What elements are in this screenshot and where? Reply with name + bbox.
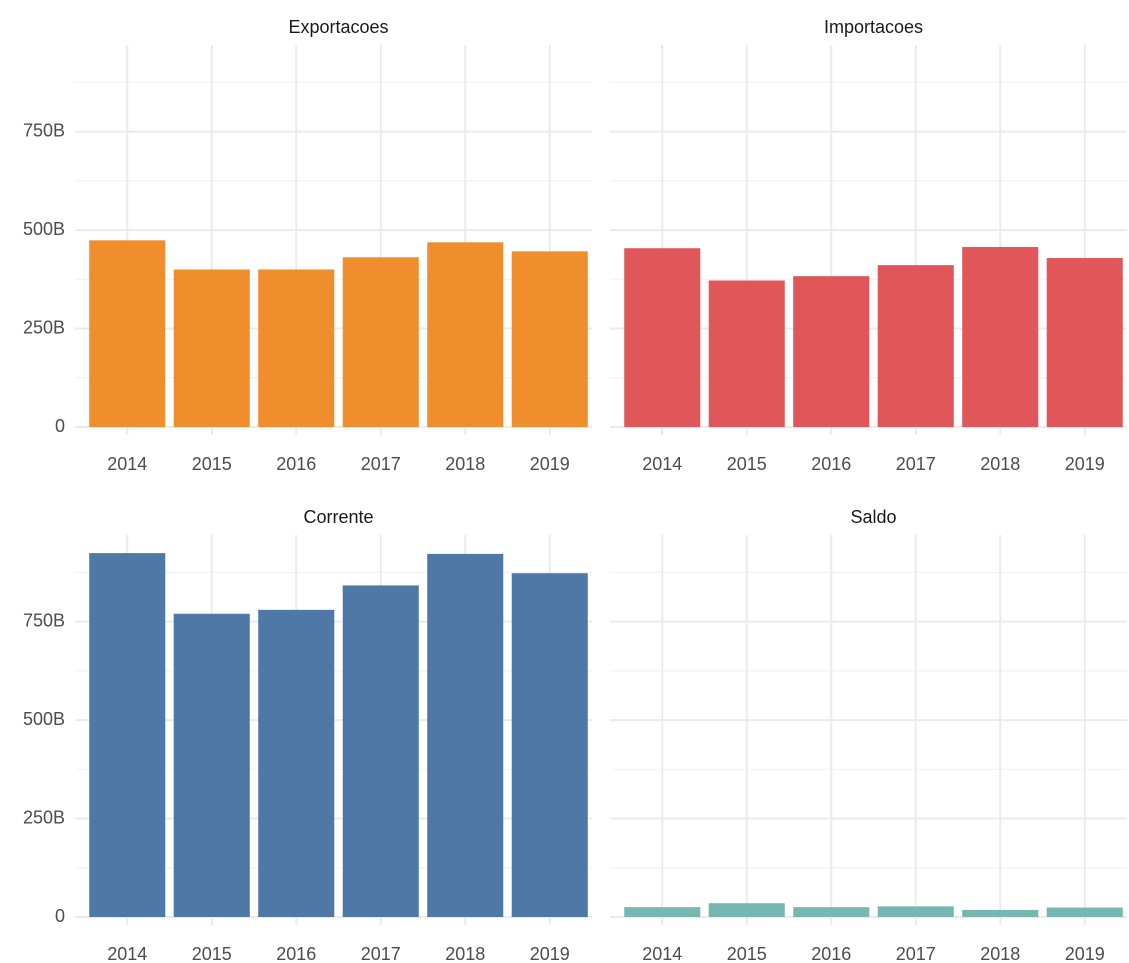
x-tick-label: 2014 [642,944,682,963]
x-tick-label: 2019 [1065,454,1105,474]
bar [962,247,1039,427]
x-tick-label: 2019 [530,454,570,474]
x-tick-label: 2019 [1065,944,1105,963]
x-tick-label: 2014 [107,944,147,963]
panel-title: Corrente [303,507,373,527]
bar [173,269,250,427]
bar [511,573,588,917]
x-tick-label: 2018 [980,944,1020,963]
x-tick-label: 2018 [445,454,485,474]
y-tick-label: 0 [55,416,65,436]
bar [793,276,870,427]
x-tick-label: 2018 [445,944,485,963]
x-tick-label: 2016 [276,454,316,474]
bar [173,613,250,917]
y-tick-label: 0 [55,906,65,926]
x-tick-label: 2017 [361,944,401,963]
bar [427,242,504,427]
x-tick-label: 2017 [361,454,401,474]
bar [258,609,335,917]
bar [877,265,954,427]
x-tick-label: 2015 [192,944,232,963]
bar [1046,258,1123,427]
x-tick-label: 2015 [727,454,767,474]
y-tick-label: 500B [23,219,65,239]
x-tick-label: 2016 [811,454,851,474]
bar [511,251,588,427]
x-tick-label: 2018 [980,454,1020,474]
x-tick-label: 2014 [642,454,682,474]
panel-title: Exportacoes [288,17,388,37]
bar [793,907,870,917]
y-tick-label: 750B [23,120,65,140]
bar [342,585,419,917]
x-tick-label: 2017 [896,454,936,474]
x-tick-label: 2019 [530,944,570,963]
x-tick-label: 2017 [896,944,936,963]
panel-title: Saldo [850,507,896,527]
x-tick-label: 2015 [192,454,232,474]
bar [89,553,166,917]
bar [258,269,335,427]
y-tick-label: 250B [23,807,65,827]
bar [708,280,785,427]
bar [624,248,701,427]
bar [624,907,701,917]
x-tick-label: 2015 [727,944,767,963]
bar [1046,907,1123,917]
y-tick-label: 500B [23,709,65,729]
bar [342,257,419,427]
bar [877,906,954,917]
bar [962,909,1039,917]
panel-title: Importacoes [824,17,923,37]
bar [427,553,504,917]
bar [708,903,785,917]
x-tick-label: 2014 [107,454,147,474]
bar [89,240,166,427]
x-tick-label: 2016 [811,944,851,963]
x-tick-label: 2016 [276,944,316,963]
y-tick-label: 250B [23,317,65,337]
y-tick-label: 750B [23,610,65,630]
